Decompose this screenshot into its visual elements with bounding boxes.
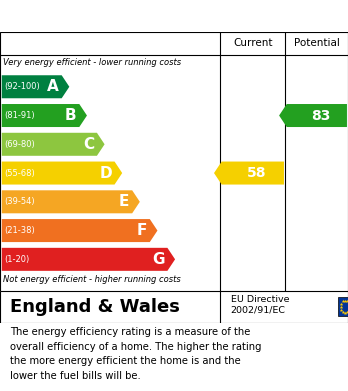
Text: The energy efficiency rating is a measure of the
overall efficiency of a home. T: The energy efficiency rating is a measur… xyxy=(10,327,262,380)
Text: EU Directive
2002/91/EC: EU Directive 2002/91/EC xyxy=(231,295,289,314)
Text: Energy Efficiency Rating: Energy Efficiency Rating xyxy=(10,9,232,24)
Text: (81-91): (81-91) xyxy=(4,111,35,120)
Text: F: F xyxy=(137,223,147,238)
Polygon shape xyxy=(2,190,140,213)
Text: 58: 58 xyxy=(246,166,266,180)
Text: Potential: Potential xyxy=(294,38,340,48)
Text: (92-100): (92-100) xyxy=(4,82,40,91)
Text: C: C xyxy=(83,137,94,152)
Text: England & Wales: England & Wales xyxy=(10,298,180,316)
Text: B: B xyxy=(65,108,77,123)
Polygon shape xyxy=(2,161,122,185)
Bar xyxy=(338,297,348,316)
Polygon shape xyxy=(279,104,347,127)
Text: Not energy efficient - higher running costs: Not energy efficient - higher running co… xyxy=(3,275,181,284)
Polygon shape xyxy=(2,104,87,127)
Text: D: D xyxy=(99,165,112,181)
Text: (1-20): (1-20) xyxy=(4,255,30,264)
Text: (39-54): (39-54) xyxy=(4,197,35,206)
Text: 83: 83 xyxy=(311,109,330,122)
Text: Very energy efficient - lower running costs: Very energy efficient - lower running co… xyxy=(3,58,181,67)
Polygon shape xyxy=(214,161,284,185)
Polygon shape xyxy=(2,219,157,242)
Text: A: A xyxy=(47,79,59,94)
Polygon shape xyxy=(2,75,69,98)
Text: (21-38): (21-38) xyxy=(4,226,35,235)
Polygon shape xyxy=(2,248,175,271)
Text: G: G xyxy=(152,252,165,267)
Polygon shape xyxy=(2,133,105,156)
Text: (69-80): (69-80) xyxy=(4,140,35,149)
Text: E: E xyxy=(119,194,129,209)
Text: Current: Current xyxy=(233,38,272,48)
Text: (55-68): (55-68) xyxy=(4,169,35,178)
